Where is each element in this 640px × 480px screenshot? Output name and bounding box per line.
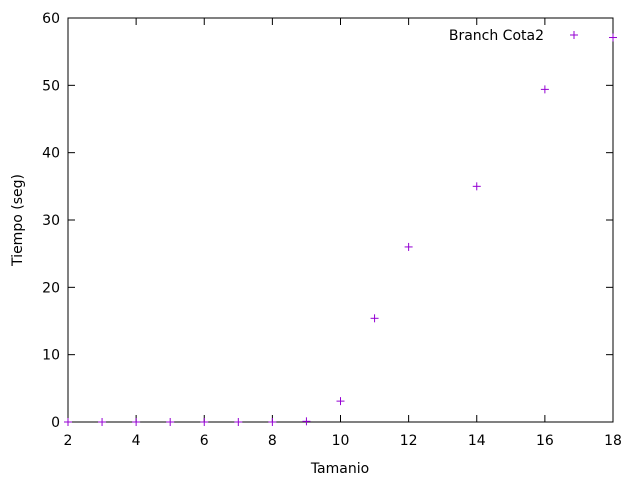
y-tick-label: 30 [42,213,60,229]
legend: Branch Cota2 [449,28,578,44]
x-tick-label: 6 [200,433,209,449]
data-point [166,418,175,426]
data-point [540,85,549,94]
data-point [370,314,379,323]
data-point [404,242,413,251]
data-point [336,397,345,406]
y-tick-label: 60 [42,11,60,27]
x-axis-label: Tamanio [310,461,369,477]
data-point [472,182,481,191]
data-point [234,418,243,426]
legend-label: Branch Cota2 [449,28,544,44]
x-tick-label: 8 [268,433,277,449]
x-tick-label: 12 [400,433,418,449]
data-point [302,417,311,426]
y-tick-label: 20 [42,280,60,296]
data-point [200,418,209,426]
plot-frame [67,17,614,423]
x-tick-label: 4 [132,433,141,449]
y-tick-label: 10 [42,348,60,364]
data-point [64,418,72,426]
y-axis-label: Tiempo (seg) [10,174,26,267]
y-tick-label: 40 [42,146,60,162]
x-tick-label: 2 [64,433,73,449]
data-point [609,33,617,42]
x-tick-label: 14 [468,433,486,449]
data-point [132,418,141,426]
x-tick-label: 10 [332,433,350,449]
x-tick-label: 18 [604,433,622,449]
y-tick-label: 0 [51,415,60,431]
data-point [268,418,277,426]
data-point [98,418,107,426]
y-tick-label: 50 [42,78,60,94]
x-tick-label: 16 [536,433,554,449]
legend-marker [570,31,578,39]
